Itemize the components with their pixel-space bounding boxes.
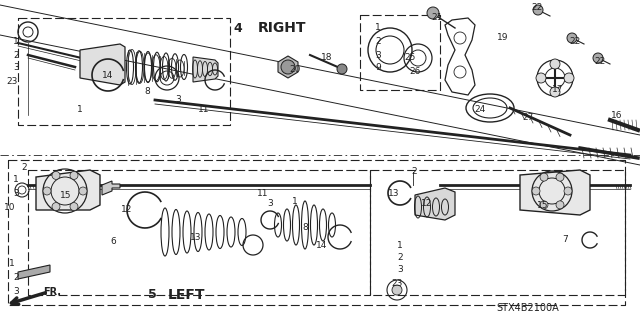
Polygon shape <box>520 170 590 215</box>
Text: 15: 15 <box>537 201 548 210</box>
Circle shape <box>70 203 78 211</box>
Text: 23: 23 <box>391 279 403 288</box>
Text: 3: 3 <box>13 63 19 72</box>
Polygon shape <box>36 170 100 210</box>
Text: 11: 11 <box>257 189 269 197</box>
Text: 22: 22 <box>570 38 580 47</box>
Text: 13: 13 <box>190 234 202 242</box>
Polygon shape <box>193 57 218 82</box>
Text: 3: 3 <box>13 287 19 296</box>
Text: 1: 1 <box>77 105 83 114</box>
Circle shape <box>550 87 560 97</box>
Text: 11: 11 <box>198 105 210 114</box>
Text: FR.: FR. <box>43 287 61 297</box>
Circle shape <box>532 187 540 195</box>
Text: 20: 20 <box>289 65 301 75</box>
Circle shape <box>556 173 564 181</box>
Text: 5: 5 <box>148 288 156 301</box>
Polygon shape <box>102 181 120 195</box>
Text: 1: 1 <box>375 24 381 33</box>
Text: 23: 23 <box>6 78 18 86</box>
Text: 2: 2 <box>375 38 381 47</box>
Circle shape <box>593 53 603 63</box>
Text: 2: 2 <box>411 167 417 176</box>
Text: 1: 1 <box>13 175 19 184</box>
Circle shape <box>564 73 574 83</box>
Circle shape <box>567 33 577 43</box>
Circle shape <box>52 203 60 211</box>
Circle shape <box>550 59 560 69</box>
Text: 6: 6 <box>110 238 116 247</box>
Text: 21: 21 <box>431 13 443 23</box>
Text: RIGHT: RIGHT <box>258 21 307 35</box>
Text: 24: 24 <box>474 106 486 115</box>
Text: 22: 22 <box>531 4 543 12</box>
Circle shape <box>540 201 548 209</box>
Text: 18: 18 <box>321 54 333 63</box>
Text: 3: 3 <box>375 50 381 60</box>
Text: 8: 8 <box>302 224 308 233</box>
Circle shape <box>281 60 295 74</box>
Text: 15: 15 <box>60 191 72 201</box>
Text: 8: 8 <box>144 86 150 95</box>
Circle shape <box>43 187 51 195</box>
Text: 10: 10 <box>4 204 16 212</box>
Text: 2: 2 <box>13 273 19 283</box>
Circle shape <box>392 285 402 295</box>
Text: 3: 3 <box>397 265 403 275</box>
Text: 9: 9 <box>375 63 381 72</box>
Text: 3: 3 <box>175 95 181 105</box>
Text: 7: 7 <box>562 235 568 244</box>
Text: 4: 4 <box>234 21 243 34</box>
Circle shape <box>70 171 78 179</box>
Text: 27: 27 <box>522 114 534 122</box>
Text: LEFT: LEFT <box>168 288 205 302</box>
Text: 3: 3 <box>13 189 19 198</box>
Circle shape <box>337 64 347 74</box>
Circle shape <box>540 173 548 181</box>
Text: 25: 25 <box>404 53 416 62</box>
Text: STX4B2100A: STX4B2100A <box>497 303 559 313</box>
Text: 13: 13 <box>388 189 400 197</box>
Text: 1: 1 <box>9 259 15 269</box>
Circle shape <box>427 7 439 19</box>
Text: 14: 14 <box>316 241 328 250</box>
Text: 26: 26 <box>410 68 420 77</box>
Text: 22: 22 <box>595 57 605 66</box>
Circle shape <box>533 5 543 15</box>
Text: 1: 1 <box>292 197 298 206</box>
Circle shape <box>564 187 572 195</box>
Text: 19: 19 <box>497 33 509 42</box>
Circle shape <box>52 171 60 179</box>
Text: 12: 12 <box>421 198 433 207</box>
Polygon shape <box>415 188 455 220</box>
Text: 2: 2 <box>21 164 27 173</box>
Circle shape <box>556 201 564 209</box>
Text: 2: 2 <box>397 254 403 263</box>
Polygon shape <box>80 44 125 85</box>
Text: 1: 1 <box>397 241 403 250</box>
Text: 14: 14 <box>102 71 114 80</box>
Circle shape <box>536 73 546 83</box>
Polygon shape <box>278 56 298 78</box>
Circle shape <box>79 187 87 195</box>
Text: 2: 2 <box>13 50 19 60</box>
Text: 17: 17 <box>552 85 564 94</box>
Text: 16: 16 <box>611 110 623 120</box>
Text: 3: 3 <box>267 199 273 209</box>
Polygon shape <box>18 265 50 279</box>
Text: 1: 1 <box>13 38 19 47</box>
Text: 12: 12 <box>122 205 132 214</box>
